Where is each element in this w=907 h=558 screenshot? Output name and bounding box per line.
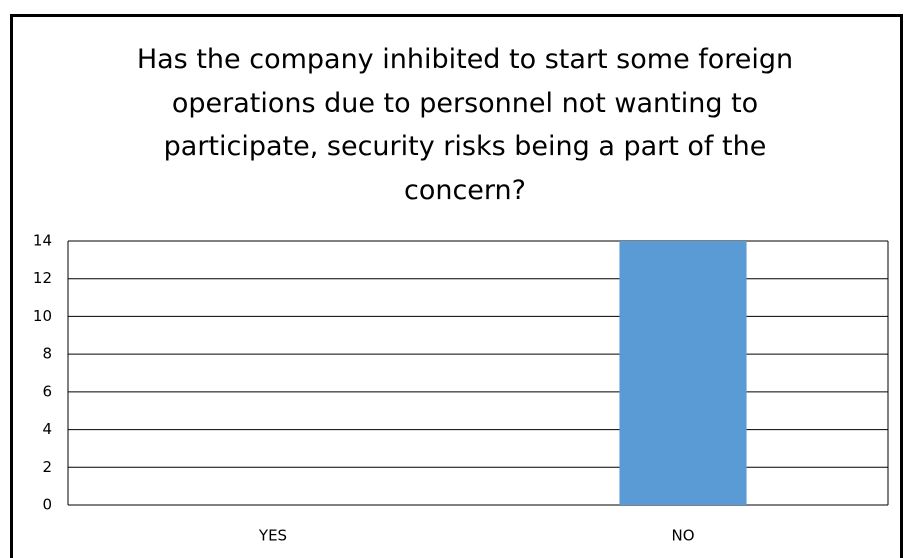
y-tick-label: 10 bbox=[33, 307, 52, 325]
y-tick-label: 14 bbox=[33, 232, 52, 250]
chart-frame bbox=[10, 14, 903, 558]
y-tick-label: 4 bbox=[42, 420, 52, 438]
bar bbox=[619, 241, 747, 505]
x-tick-label: YES bbox=[258, 527, 287, 545]
y-tick-label: 8 bbox=[42, 345, 52, 363]
y-tick-label: 6 bbox=[42, 382, 52, 400]
chart-title: Has the company inhibited to start some … bbox=[136, 44, 794, 206]
y-tick-label: 2 bbox=[42, 458, 52, 476]
y-tick-label: 12 bbox=[33, 269, 52, 287]
x-tick-label: NO bbox=[671, 527, 694, 545]
y-tick-label: 0 bbox=[42, 496, 52, 514]
